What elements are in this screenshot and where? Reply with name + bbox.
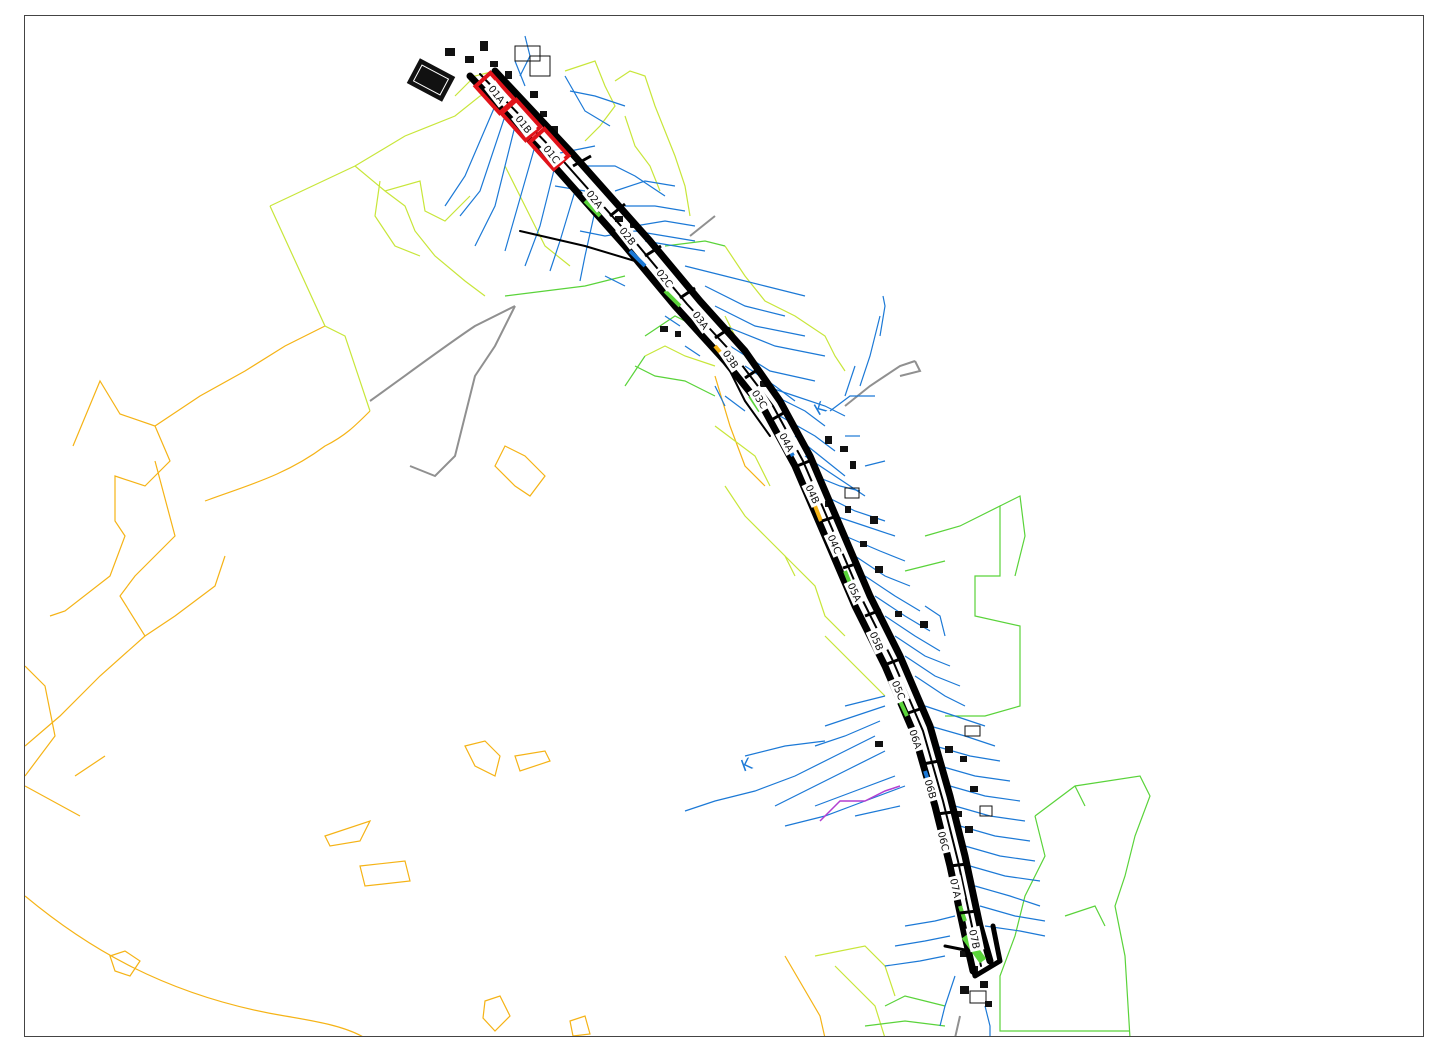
- svg-text:07A: 07A: [947, 878, 962, 900]
- sheet-labels: 01A 01B 01C 02A 02B 02C 03A 03B 03C 04A …: [484, 80, 985, 953]
- main-road-corridor: [466, 67, 1003, 979]
- yellow-green-parcels: [269, 60, 896, 1036]
- orange-contour-lines: [25, 325, 826, 1036]
- svg-text:05C: 05C: [889, 679, 907, 701]
- map-frame: K K: [24, 15, 1424, 1037]
- drainage-k-label-lower: K: [738, 754, 755, 776]
- highlighted-sheet-frames: [472, 70, 572, 172]
- sheet-label-07A: 07A: [946, 874, 966, 902]
- svg-text:06C: 06C: [935, 830, 950, 852]
- building-icon-cluster: [445, 41, 992, 1007]
- green-parcels: [504, 240, 1151, 1036]
- sheet-dividers: [572, 154, 978, 915]
- compass-icon: [406, 58, 456, 102]
- sheet-label-06B: 06B: [920, 775, 942, 803]
- magenta-line: [819, 785, 901, 822]
- building-outlines: [514, 45, 993, 1004]
- map-canvas[interactable]: K K: [25, 16, 1424, 1037]
- road-surface-markings: [583, 199, 987, 964]
- drainage-k-label-upper: K: [811, 397, 830, 419]
- sheet-label-06C: 06C: [934, 827, 954, 855]
- svg-text:07B: 07B: [966, 929, 981, 951]
- svg-text:06B: 06B: [922, 778, 938, 800]
- sheet-label-07B: 07B: [965, 925, 985, 953]
- grey-roads: [369, 215, 961, 1036]
